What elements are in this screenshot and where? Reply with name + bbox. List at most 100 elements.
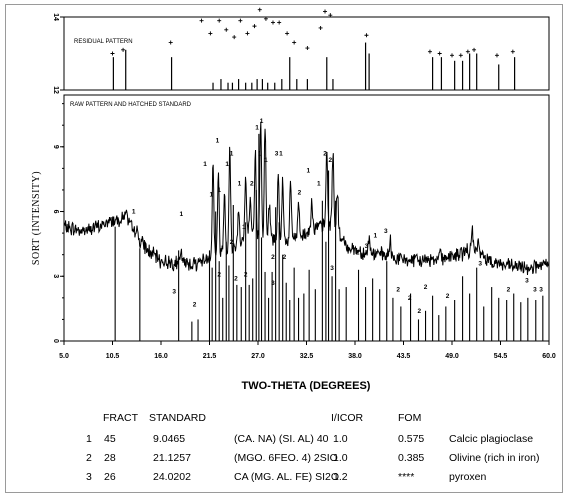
residual-y-tick-label: 14 [52, 13, 59, 21]
residual-marker [245, 31, 250, 36]
peak-label: 2 [328, 157, 332, 164]
residual-marker [318, 25, 323, 30]
peak-label: 2 [323, 150, 327, 157]
residual-marker [510, 49, 515, 54]
raw-pattern-line [63, 121, 550, 276]
residual-marker [364, 33, 369, 38]
figure-frame [5, 4, 563, 493]
x-tick-label: 49.0 [445, 353, 459, 360]
row-standard: 24.0202 [153, 471, 191, 483]
peak-label: 1 [230, 150, 234, 157]
peak-label: 3 [275, 150, 279, 157]
row-standard: 21.1257 [153, 452, 191, 464]
peak-label: 1 [238, 181, 242, 188]
peak-label: 1 [242, 224, 246, 231]
y-tick-label: 9 [52, 145, 59, 149]
peak-label: 2 [356, 250, 360, 257]
residual-marker [257, 7, 262, 12]
peak-label: 1 [217, 187, 221, 194]
residual-marker [285, 31, 290, 36]
x-tick-label: 54.5 [494, 353, 508, 360]
residual-marker [427, 49, 432, 54]
residual-marker [472, 47, 477, 52]
row-index: 3 [86, 471, 92, 483]
peak-label: 2 [230, 239, 234, 246]
x-tick-label: 16.0 [154, 353, 168, 360]
peak-label: 1 [260, 118, 264, 125]
row-fract: 26 [104, 471, 116, 483]
peak-label: 1 [209, 191, 213, 198]
x-tick-label: 27.0 [251, 353, 265, 360]
residual-panel: RESIDUAL PATTERN 12 14 [52, 7, 550, 94]
peak-label: 3 [330, 265, 334, 272]
peak-label: 2 [408, 295, 412, 302]
peak-label: 2 [193, 301, 197, 308]
peak-label: 3 [172, 289, 176, 296]
y-tick-label: 6 [52, 210, 59, 214]
peak-label: 1 [279, 150, 283, 157]
peak-label: 1 [216, 137, 220, 144]
x-tick-label: 43.5 [397, 353, 411, 360]
peak-label: 1 [203, 161, 207, 168]
header-icor: I/ICOR [331, 412, 364, 424]
residual-marker [263, 16, 268, 21]
peak-label: 2 [298, 189, 302, 196]
peak-label: 2 [507, 286, 511, 293]
peak-label: 2 [396, 286, 400, 293]
peak-label: 2 [244, 271, 248, 278]
residual-marker [465, 49, 470, 54]
row-fom: **** [398, 471, 415, 483]
peak-label: 1 [373, 232, 377, 239]
header-standard: STANDARD [149, 412, 206, 424]
x-axis-label: TWO-THETA (DEGREES) [242, 380, 371, 392]
residual-marker [305, 46, 310, 51]
peak-label: 3 [365, 243, 369, 250]
row-fom: 0.385 [398, 452, 425, 464]
peak-label: 1 [264, 157, 268, 164]
row-fract: 28 [104, 452, 116, 464]
residual-marker [199, 18, 204, 23]
row-index: 1 [86, 433, 92, 445]
x-tick-label: 5.0 [59, 353, 69, 360]
header-fract: FRACT [103, 412, 138, 424]
main-panel: RAW PATTERN AND HATCHED STANDARD 1 132111… [31, 94, 556, 392]
row-formula: CA (MG. AL. FE) SI2O [234, 471, 340, 483]
peak-label: 2 [250, 181, 254, 188]
residual-marker [323, 9, 328, 14]
residual-marker [121, 47, 126, 52]
residual-marker [328, 13, 333, 18]
peak-label: 2 [217, 271, 221, 278]
peak-label: 1 [317, 181, 321, 188]
peak-label: 2 [446, 293, 450, 300]
peak-label: 1 [132, 209, 136, 216]
peak-label: 1 [258, 150, 262, 157]
results-row: 2 28 21.1257 (MGO. 6FEO. 4) 2SIO 1.0 0.3… [0, 452, 571, 466]
residual-marker [494, 53, 499, 58]
residual-marker [208, 31, 213, 36]
peak-label: 3 [478, 260, 482, 267]
peak-label: 3 [271, 280, 275, 287]
peak-label: 1 [306, 168, 310, 175]
residual-marker [224, 27, 229, 32]
main-panel-title: RAW PATTERN AND HATCHED STANDARD [70, 102, 192, 108]
row-formula: (MGO. 6FEO. 4) 2SIO [234, 452, 338, 464]
x-tick-label: 21.5 [203, 353, 217, 360]
x-tick-label: 32.5 [300, 353, 314, 360]
row-index: 2 [86, 452, 92, 464]
residual-marker [217, 18, 222, 23]
results-row: 1 45 9.0465 (CA. NA) (SI. AL) 40 1.0 0.5… [0, 433, 571, 447]
residual-marker [437, 51, 442, 56]
residual-marker [292, 40, 297, 45]
row-mineral: Olivine (rich in iron) [449, 452, 540, 464]
residual-marker [252, 24, 257, 29]
row-icor: 1.0 [333, 433, 348, 445]
results-header-row: FRACT STANDARD I/ICOR FOM [0, 412, 571, 426]
x-tick-label: 60.0 [542, 353, 556, 360]
residual-marker [277, 20, 282, 25]
residual-marker [110, 51, 115, 56]
results-row: 3 26 24.0202 CA (MG. AL. FE) SI2O 1.2 **… [0, 471, 571, 485]
row-fom: 0.575 [398, 433, 425, 445]
peak-label: 1 [255, 125, 259, 132]
row-icor: 1.0 [333, 452, 348, 464]
